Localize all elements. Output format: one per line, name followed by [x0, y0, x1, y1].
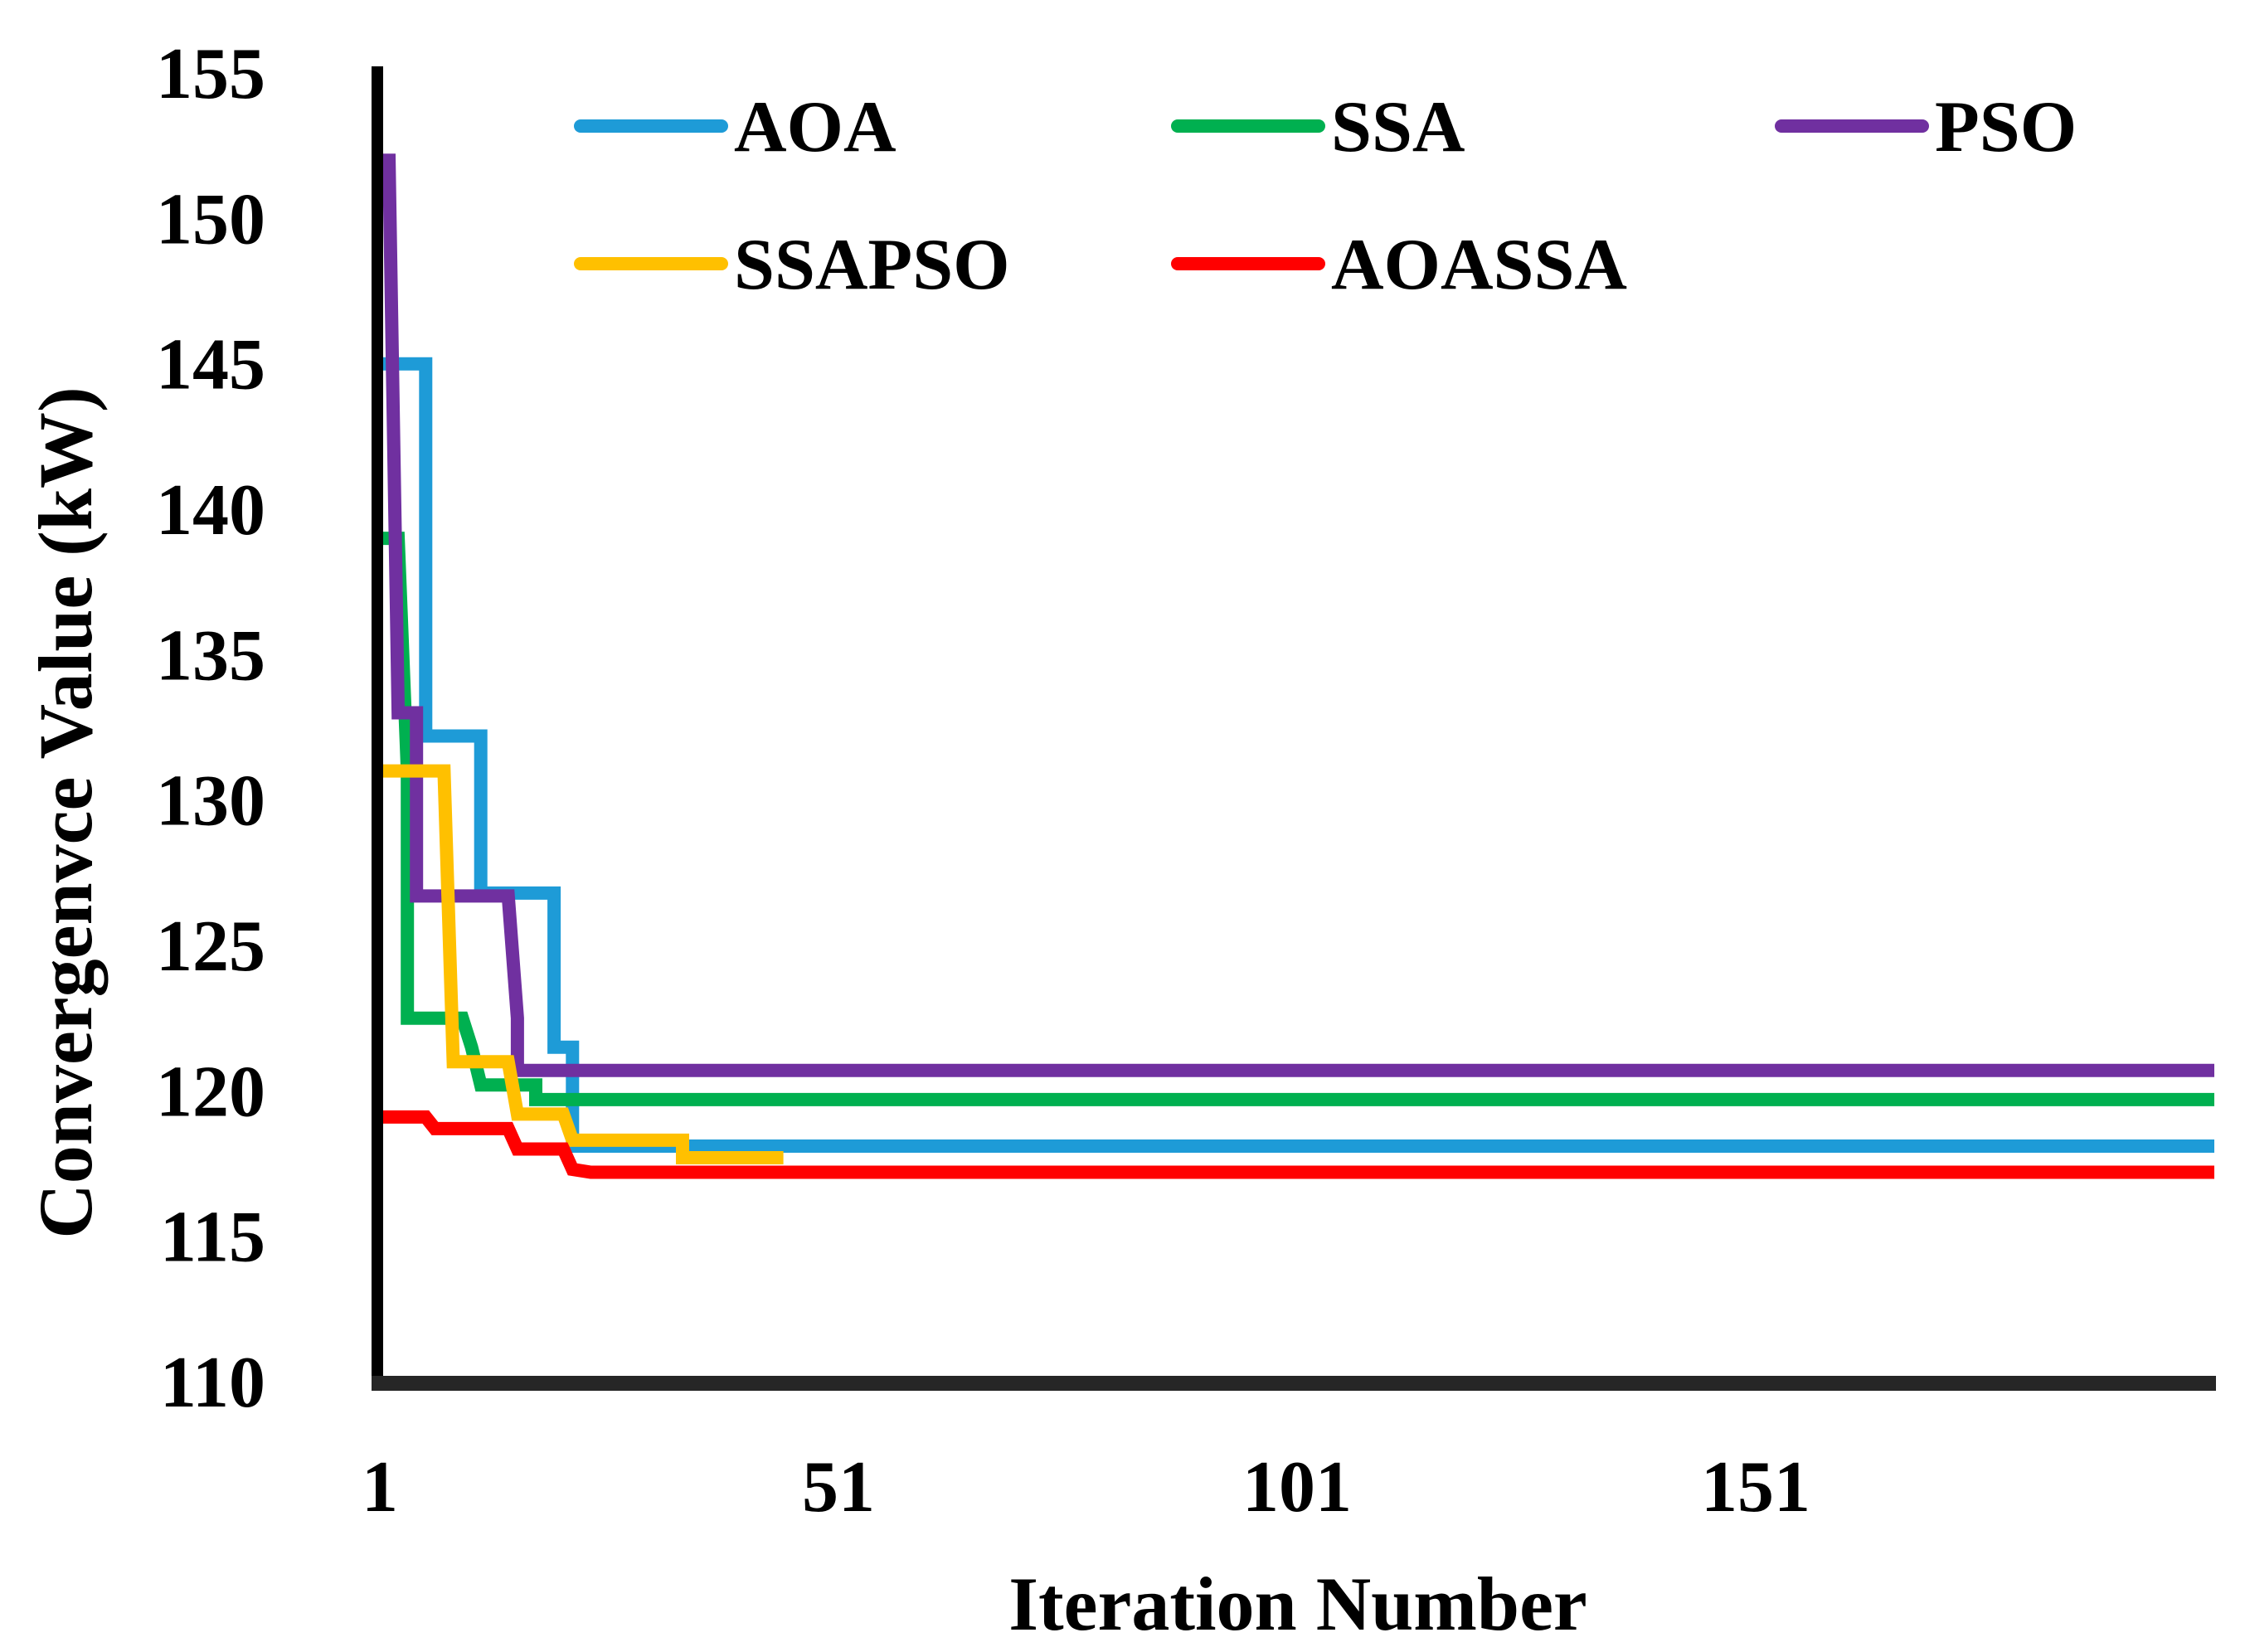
legend-item-aoassa: AOASSA [1171, 225, 1627, 305]
y-tick-label: 145 [156, 325, 265, 406]
y-tick-label: 150 [156, 179, 265, 260]
y-tick-label: 140 [156, 470, 265, 551]
y-tick-label: 110 [160, 1343, 265, 1423]
y-tick-labels: 110 115 120 125 130 135 140 145 150 155 [156, 34, 265, 1423]
legend-item-aoa: AOA [574, 87, 897, 168]
x-tick-label: 51 [802, 1447, 875, 1528]
x-tick-label: 1 [362, 1447, 398, 1528]
axis-layer [372, 66, 2216, 1391]
x-tick-label: 101 [1242, 1447, 1352, 1528]
x-axis-title: Iteration Number [1008, 1562, 1587, 1646]
y-tick-label: 155 [156, 34, 265, 114]
series-line-ssapso [380, 764, 784, 1164]
x-tick-labels: 1 51 101 151 [362, 1447, 1810, 1528]
series-line-aoa [380, 357, 2214, 1153]
series-line-pso [380, 153, 2214, 1077]
series-line-aoassa [380, 1110, 2214, 1179]
y-tick-label: 120 [156, 1052, 265, 1132]
legend-item-ssapso: SSAPSO [574, 225, 1010, 305]
legend-label: PSO [1935, 87, 2077, 168]
legend-item-pso: PSO [1775, 87, 2077, 168]
legend-label: SSAPSO [734, 225, 1010, 305]
y-tick-label: 115 [160, 1198, 265, 1278]
legend-item-ssa: SSA [1171, 87, 1465, 168]
y-tick-label: 130 [156, 761, 265, 842]
y-axis-title: Convergenvce Value (kW) [23, 386, 108, 1238]
legend-label: AOA [734, 87, 897, 168]
legend-label: AOASSA [1331, 225, 1627, 305]
series-line-ssa [380, 532, 2214, 1106]
y-tick-label: 125 [156, 906, 265, 987]
series-layer [380, 153, 2214, 1179]
x-tick-label: 151 [1701, 1447, 1810, 1528]
y-tick-label: 135 [156, 615, 265, 696]
legend-label: SSA [1331, 87, 1465, 168]
